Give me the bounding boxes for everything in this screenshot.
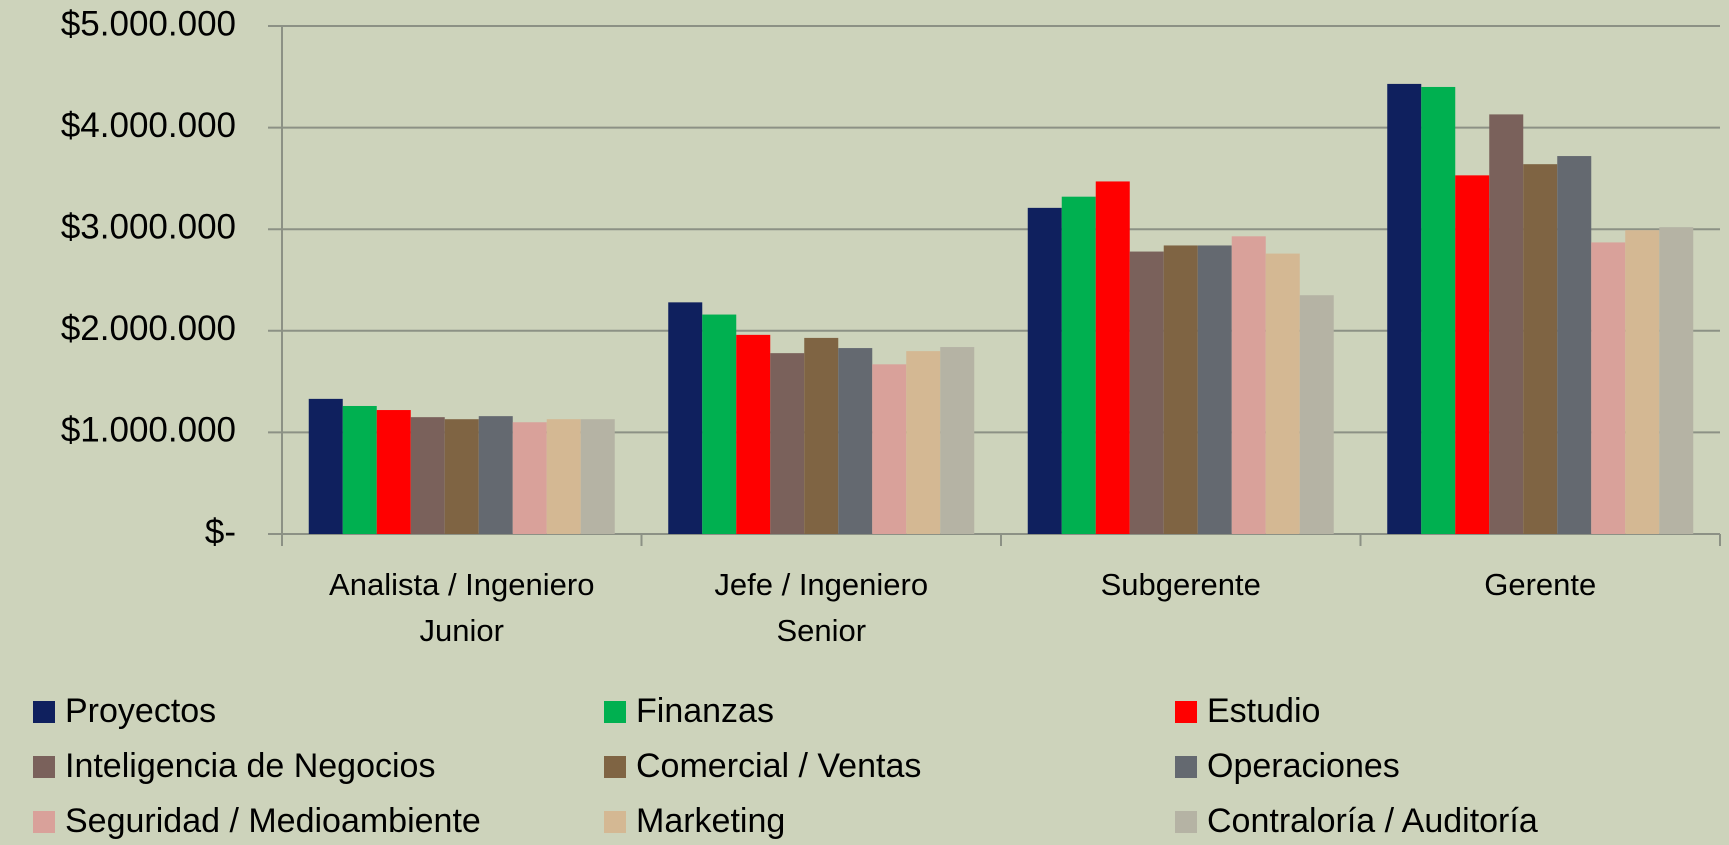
legend-label: Marketing: [636, 802, 785, 840]
legend-label: Proyectos: [65, 692, 216, 730]
bar: [376, 410, 411, 534]
x-tick-label: Jefe / Ingeniero Senior: [714, 567, 929, 648]
legend-label: Estudio: [1207, 692, 1320, 730]
legend-swatch: [1175, 756, 1197, 778]
legend-label: Comercial / Ventas: [636, 747, 921, 785]
x-tick-label: Subgerente: [1100, 567, 1261, 602]
bar: [580, 419, 615, 534]
y-tick-label: $3.000.000: [61, 207, 236, 246]
legend-swatch: [33, 811, 55, 833]
y-tick-label: $5.000.000: [61, 4, 236, 43]
bar: [668, 302, 703, 534]
legend-label: Finanzas: [636, 692, 774, 730]
bar: [1129, 251, 1164, 534]
bar: [1421, 86, 1456, 535]
bar: [1659, 227, 1694, 534]
bar: [342, 405, 377, 534]
bar: [1455, 175, 1490, 535]
legend-swatch: [33, 701, 55, 723]
bar: [1523, 164, 1558, 534]
bar: [906, 351, 941, 534]
bar: [546, 419, 581, 534]
bar: [1095, 181, 1130, 534]
bar: [1387, 83, 1422, 535]
bar: [838, 348, 873, 534]
y-tick-label: $4.000.000: [61, 106, 236, 145]
bar: [770, 353, 805, 534]
legend-label: Operaciones: [1207, 747, 1400, 785]
x-tick-label: Analista / Ingeniero Junior: [329, 567, 595, 648]
legend-swatch: [604, 811, 626, 833]
bar: [410, 417, 445, 534]
y-tick-label: $-: [205, 512, 236, 551]
legend-swatch: [604, 701, 626, 723]
legend-swatch: [1175, 701, 1197, 723]
bar: [1197, 245, 1232, 534]
bar: [1163, 245, 1198, 534]
legend-label: Inteligencia de Negocios: [65, 747, 435, 785]
legend-swatch: [1175, 811, 1197, 833]
legend-swatch: [604, 756, 626, 778]
bar: [1591, 242, 1626, 534]
bar: [940, 347, 975, 534]
bar: [702, 314, 737, 534]
legend-label: Seguridad / Medioambiente: [65, 802, 481, 840]
bar: [804, 337, 839, 534]
y-tick-label: $1.000.000: [61, 411, 236, 450]
bar: [478, 416, 513, 534]
bar: [1557, 156, 1592, 534]
bar: [1625, 230, 1660, 534]
bar: [1061, 196, 1096, 535]
x-tick-label: Gerente: [1484, 567, 1597, 602]
bar: [308, 398, 343, 534]
bar: [1489, 114, 1524, 534]
legend-label: Contraloría / Auditoría: [1207, 802, 1538, 840]
bar: [736, 334, 771, 534]
bar: [1231, 236, 1266, 534]
legend-swatch: [33, 756, 55, 778]
bar: [444, 419, 479, 534]
bar: [512, 422, 547, 534]
bar: [1265, 253, 1300, 535]
bar: [872, 364, 907, 534]
y-tick-label: $2.000.000: [61, 309, 236, 348]
bar: [1027, 207, 1062, 534]
bar: [1299, 295, 1334, 534]
